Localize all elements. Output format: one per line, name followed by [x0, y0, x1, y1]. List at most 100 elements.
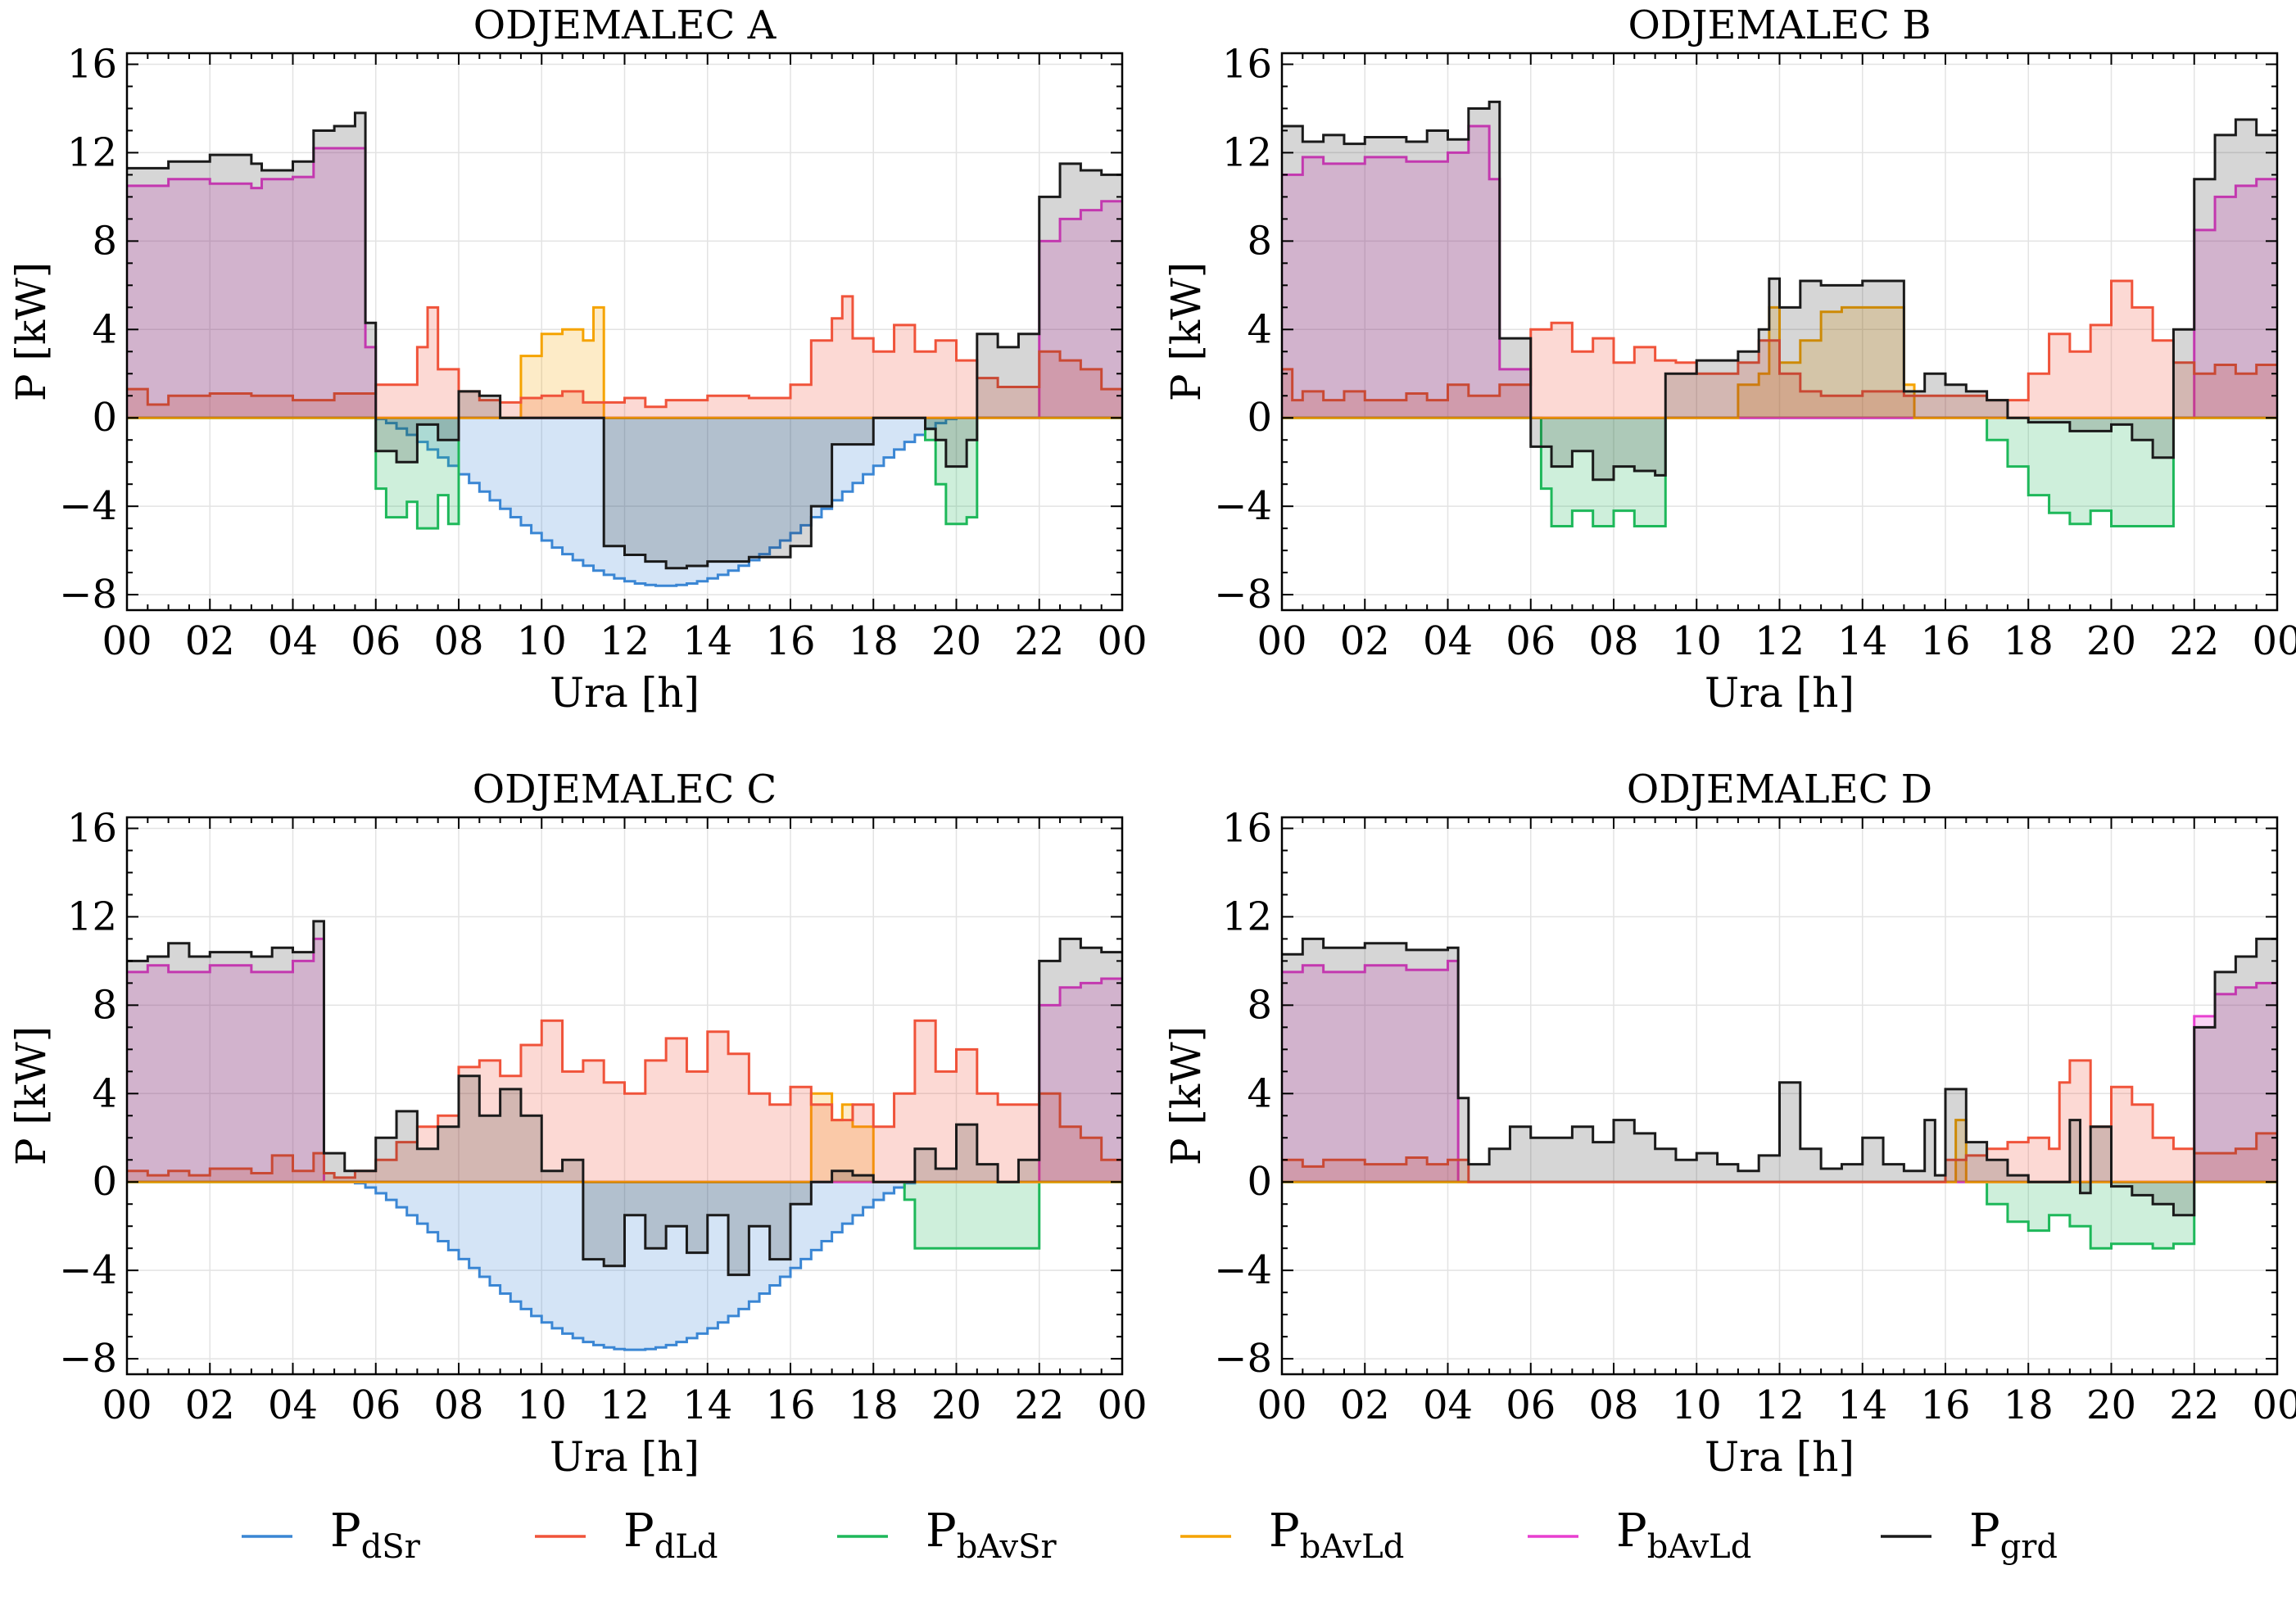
series-line-bAvSr [1282, 1180, 2277, 1250]
x-axis-label: Ura [h] [1705, 1433, 1854, 1481]
legend-item-dSr: PdSr [242, 1504, 421, 1566]
legend-item-grd: Pgrd [1881, 1504, 2058, 1566]
legend-label: PdSr [330, 1504, 421, 1566]
legend-symbol: P [623, 1504, 654, 1558]
series-group [127, 111, 1122, 587]
y-tick-label: −8 [1214, 1336, 1272, 1382]
x-tick-label: 00 [1097, 618, 1147, 664]
series-line-grd [127, 920, 1122, 1277]
legend-subscript: dSr [361, 1528, 421, 1566]
panel-title: ODJEMALEC B [1628, 2, 1931, 48]
x-tick-label: 16 [1920, 618, 1970, 664]
x-tick-label: 00 [102, 618, 152, 664]
y-tick-label: 4 [1247, 1070, 1272, 1116]
series-group [127, 920, 1122, 1351]
x-tick-label: 06 [351, 1382, 401, 1428]
y-tick-label: 8 [1247, 218, 1272, 264]
x-tick-label: 00 [1257, 618, 1307, 664]
legend-symbol: P [1269, 1504, 1300, 1558]
series-line-dLd [1282, 279, 2277, 402]
x-tick-label: 14 [682, 618, 732, 664]
series-line-bAvSr [127, 416, 1122, 530]
x-tick-label: 18 [849, 618, 899, 664]
x-axis-label: Ura [h] [1705, 669, 1854, 717]
x-tick-label: 08 [433, 618, 483, 664]
series-fill-grd [127, 921, 1122, 1275]
y-tick-label: −4 [1214, 483, 1272, 529]
y-tick-label: 8 [92, 218, 117, 264]
x-tick-label: 22 [1014, 618, 1064, 664]
x-tick-label: 12 [600, 1382, 650, 1428]
legend-label: PbAvSr [926, 1504, 1057, 1566]
x-tick-label: 08 [433, 1382, 483, 1428]
x-tick-label: 22 [2169, 1382, 2219, 1428]
series-group [1282, 937, 2277, 1250]
y-tick-label: 12 [1222, 894, 1272, 939]
y-axis-label: P [kW] [7, 1026, 55, 1165]
x-tick-label: 06 [351, 618, 401, 664]
series-line-bAvLd2 [1282, 124, 2277, 419]
x-tick-label: 02 [185, 1382, 235, 1428]
x-tick-label: 02 [1340, 1382, 1390, 1428]
y-tick-label: 16 [1222, 805, 1272, 851]
legend-subscript: dLd [654, 1528, 718, 1566]
legend-symbol: P [1616, 1504, 1647, 1558]
y-axis-label: P [kW] [1162, 262, 1210, 401]
x-axis-label: Ura [h] [550, 669, 700, 717]
series-line-bAvLd2 [127, 147, 1122, 419]
x-tick-label: 12 [1755, 1382, 1805, 1428]
y-tick-label: −4 [1214, 1247, 1272, 1293]
x-tick-label: 02 [1340, 618, 1390, 664]
x-tick-label: 04 [1423, 618, 1473, 664]
y-tick-label: 4 [92, 1070, 117, 1116]
y-tick-label: 0 [92, 395, 117, 441]
series-line-grd [1282, 937, 2277, 1217]
legend-subscript: bAvLd [1300, 1528, 1405, 1566]
y-tick-label: 4 [1247, 306, 1272, 352]
x-tick-label: 16 [1920, 1382, 1970, 1428]
series-group [1282, 100, 2277, 527]
y-tick-label: 12 [67, 894, 117, 939]
legend-label: PbAvLd [1269, 1504, 1404, 1566]
series-line-bAvLd [127, 305, 1122, 419]
series-line-dSr [127, 1180, 1122, 1351]
y-axis-label: P [kW] [7, 262, 55, 401]
y-tick-label: 0 [1247, 395, 1272, 441]
legend-label: Pgrd [1969, 1504, 2058, 1566]
x-tick-label: 00 [2252, 1382, 2296, 1428]
x-tick-label: 06 [1506, 618, 1556, 664]
legend-item-bAvLd2: PbAvLd [1528, 1504, 1751, 1566]
x-tick-label: 18 [2004, 618, 2054, 664]
y-axis-label: P [kW] [1162, 1026, 1210, 1165]
x-tick-label: 20 [931, 1382, 981, 1428]
panel-1: 00 02 04 06 08 10 12 14 16 18 20 22 00−8−40481216ODJ… [1162, 2, 2296, 717]
x-tick-label: 10 [1672, 618, 1722, 664]
panel-title: ODJEMALEC A [473, 2, 777, 48]
series-line-bAvSr [127, 1180, 1122, 1250]
series-line-dSr [127, 416, 1122, 587]
series-line-dLd [127, 295, 1122, 409]
y-tick-label: 0 [1247, 1159, 1272, 1205]
legend-label: PdLd [623, 1504, 718, 1566]
x-tick-label: 00 [2252, 618, 2296, 664]
x-tick-label: 00 [1097, 1382, 1147, 1428]
legend-subscript: bAvLd [1647, 1528, 1752, 1566]
x-tick-label: 00 [1257, 1382, 1307, 1428]
legend-label: PbAvLd [1616, 1504, 1751, 1566]
x-tick-label: 10 [517, 618, 567, 664]
y-tick-label: −8 [59, 1336, 117, 1382]
series-line-bAvLd [127, 1092, 1122, 1183]
y-tick-label: 4 [92, 306, 117, 352]
panel-title: ODJEMALEC D [1627, 767, 1932, 812]
legend-item-bAvLd: PbAvLd [1180, 1504, 1404, 1566]
y-tick-label: −8 [1214, 572, 1272, 618]
series-fill-grd [127, 112, 1122, 568]
series-fill-grd [1282, 939, 2277, 1215]
y-tick-label: 8 [1247, 982, 1272, 1028]
x-tick-label: 06 [1506, 1382, 1556, 1428]
y-tick-label: 16 [67, 805, 117, 851]
series-fill-bAvLd2 [1282, 961, 2277, 1183]
series-line-dLd [1282, 1059, 2277, 1183]
legend-symbol: P [926, 1504, 957, 1558]
